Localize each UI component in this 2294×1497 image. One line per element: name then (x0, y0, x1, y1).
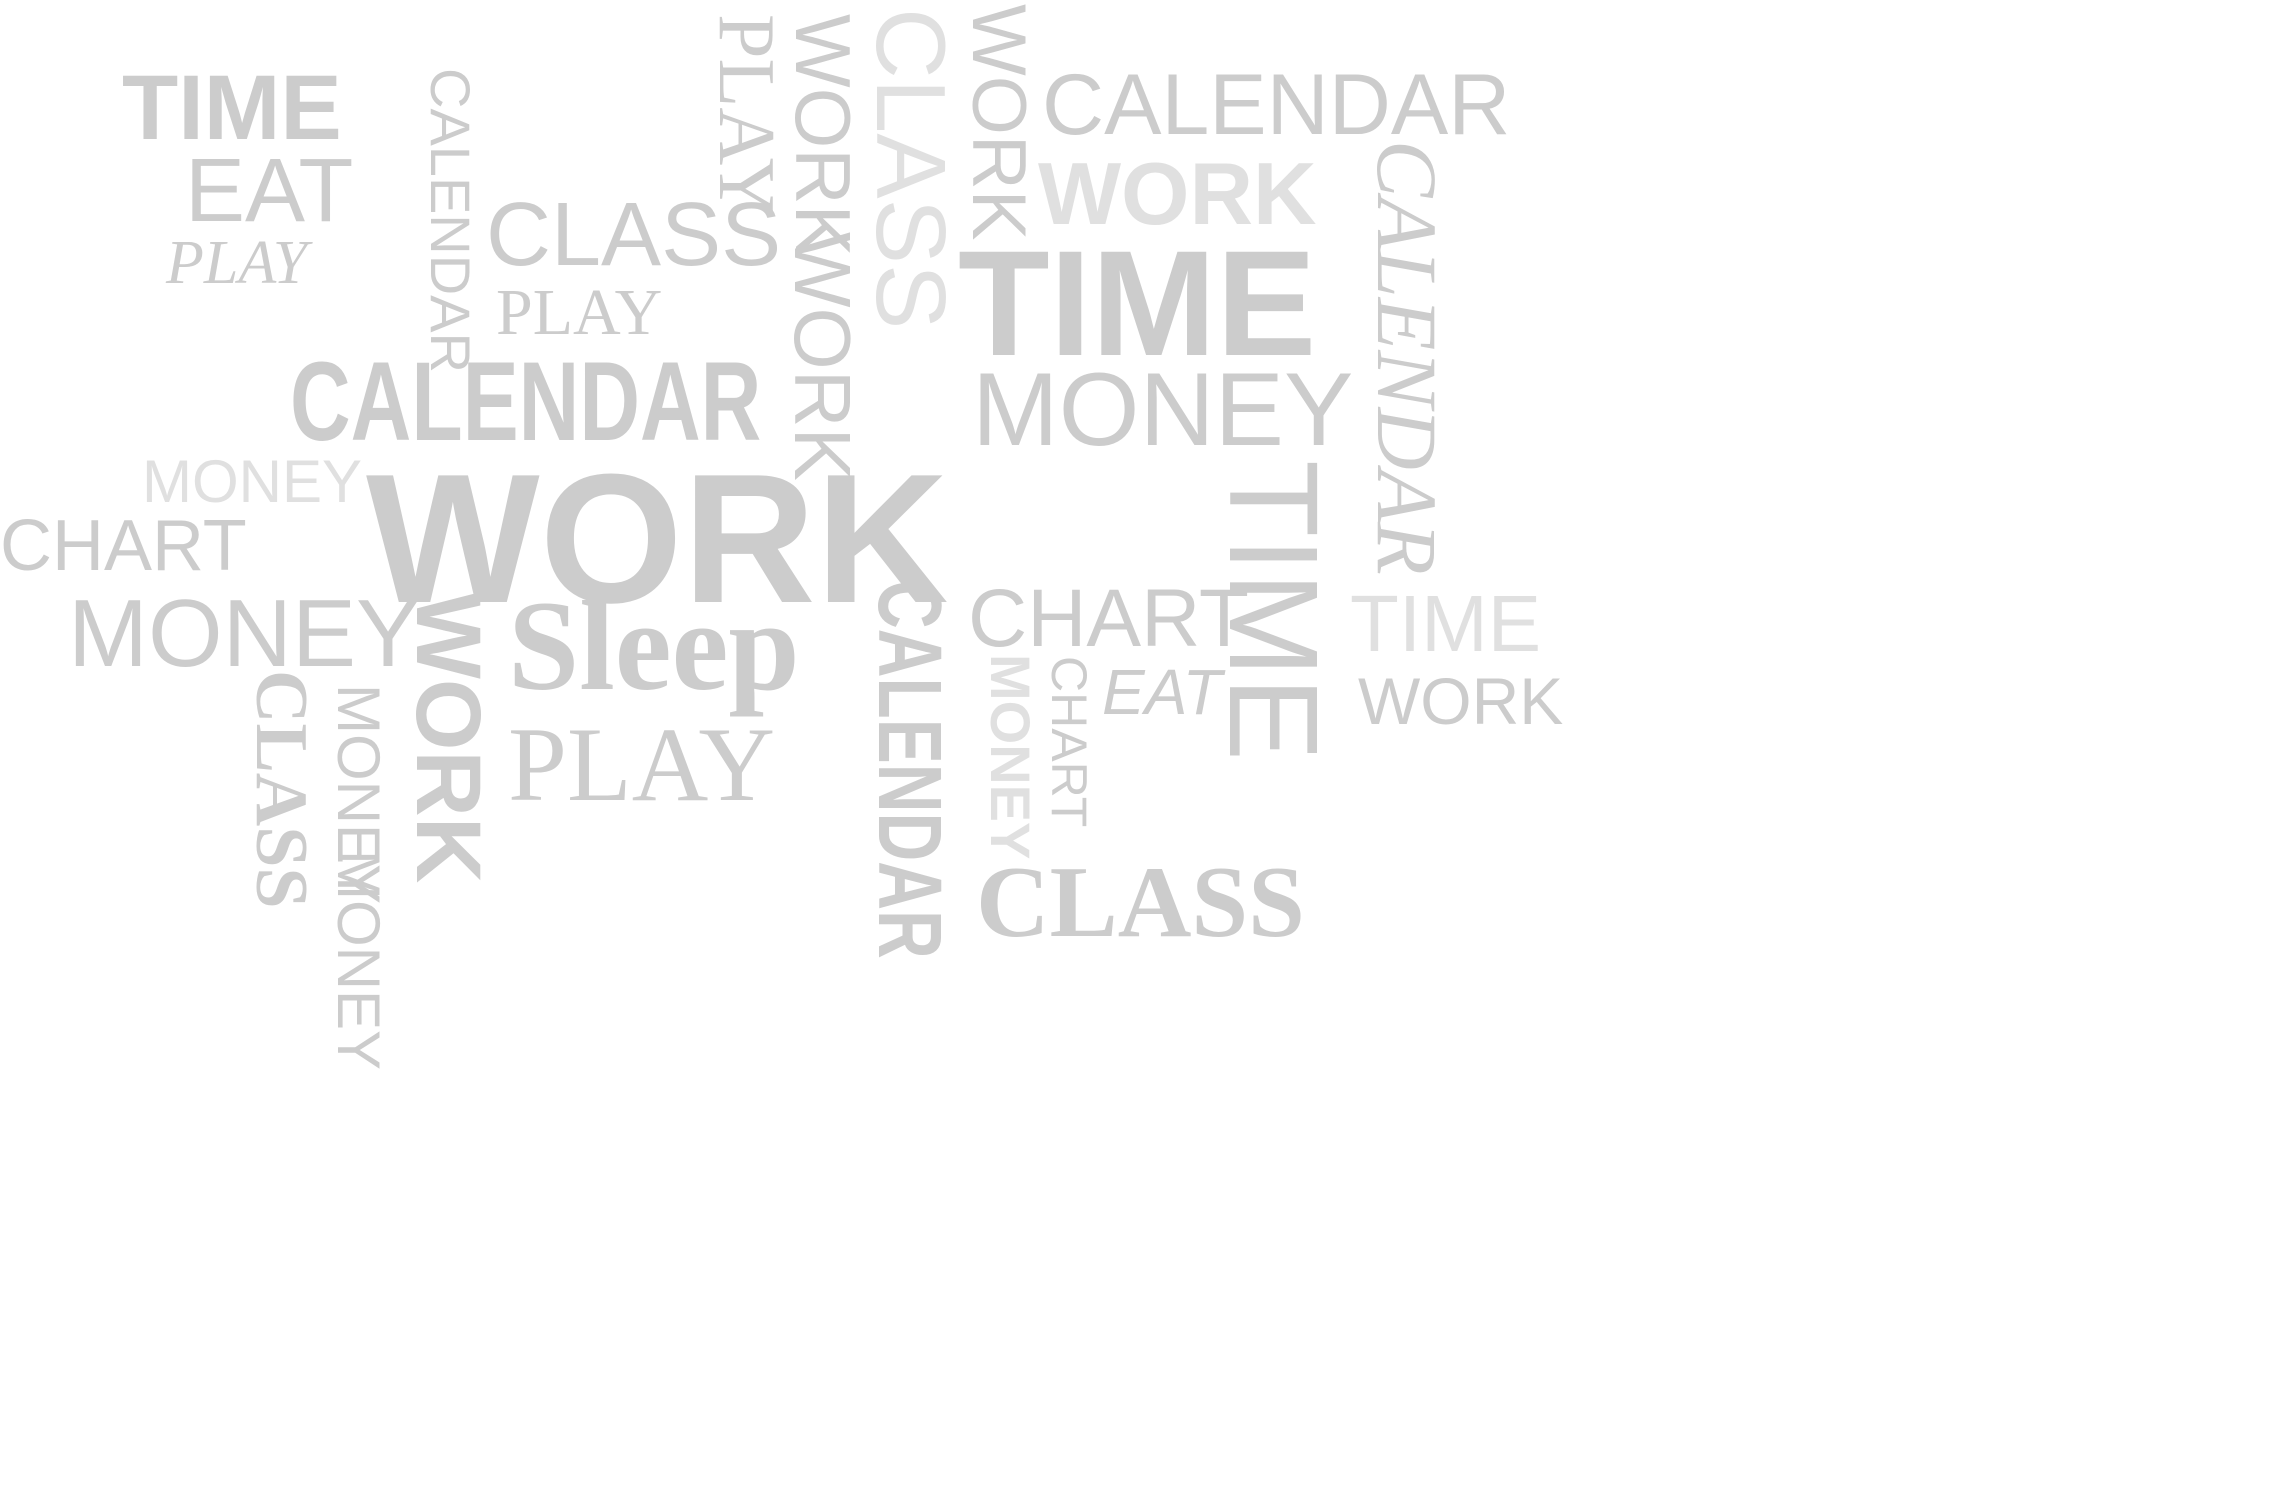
word-chart: CHART (1041, 656, 1097, 828)
word-calendar: CALENDAR (419, 68, 482, 373)
word-money: MONEY (972, 352, 1354, 468)
word-calendar: CALENDAR (290, 339, 762, 464)
word-play: PLAY (702, 14, 790, 216)
word-money: MONEY (979, 654, 1042, 860)
word-eat: EAT (185, 141, 354, 241)
word-work: WORK (1358, 664, 1564, 738)
word-eat: EAT (1102, 656, 1222, 728)
word-class: CLASS (240, 670, 322, 909)
word-class: CLASS (976, 846, 1305, 959)
word-money: MONEY (325, 850, 392, 1071)
word-money: MONEY (68, 580, 421, 687)
word-work: WORK (956, 4, 1041, 241)
word-time: TIME (1350, 579, 1542, 668)
word-work: WORK (1038, 144, 1317, 243)
word-calendar: CALENDAR (1042, 57, 1511, 153)
word-class: CLASS (486, 185, 782, 285)
word-money: MONEY (142, 448, 363, 515)
word-chart: CHART (968, 573, 1249, 664)
word-chart: CHART (0, 506, 247, 586)
word-work: WORK (366, 435, 949, 641)
word-play: PLAY (496, 276, 663, 349)
word-play: PLAY (166, 229, 308, 297)
word-time: TIME (122, 57, 342, 159)
word-work: WORK (397, 592, 499, 884)
word-play: PLAY (508, 706, 776, 823)
word-calendar: CALENDAR (859, 580, 959, 959)
word-time: TIME (958, 219, 1317, 387)
word-calendar: CALENDAR (1359, 140, 1455, 575)
word-work: WORK (779, 14, 867, 257)
word-class: CLASS (856, 8, 966, 330)
word-sleep: Sleep (508, 575, 800, 717)
